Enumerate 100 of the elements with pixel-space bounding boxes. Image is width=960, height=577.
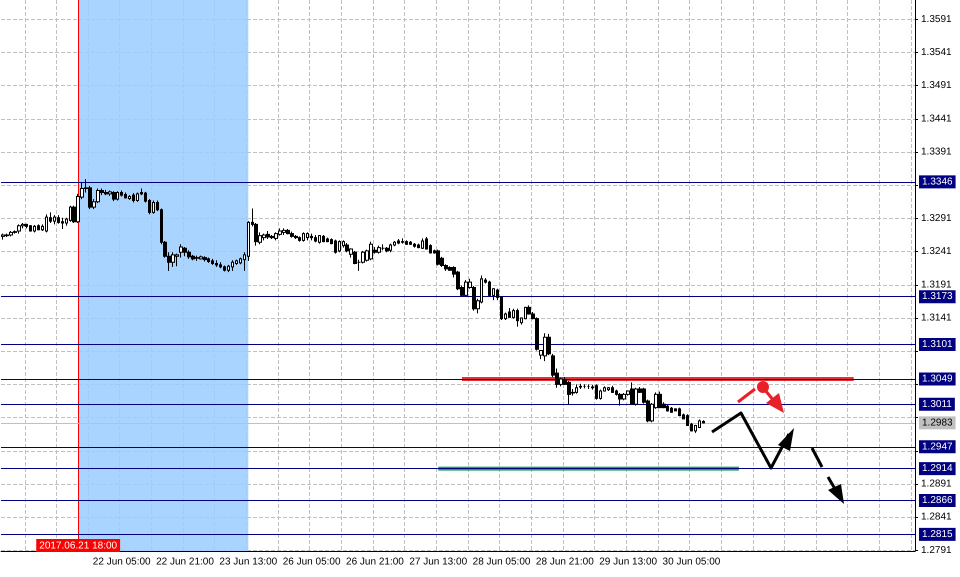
candlestick bbox=[33, 224, 36, 233]
candlestick bbox=[266, 230, 270, 240]
candlestick bbox=[342, 240, 345, 248]
candlestick bbox=[381, 244, 385, 251]
candlestick bbox=[278, 228, 282, 236]
candlestick bbox=[132, 192, 135, 203]
candlestick bbox=[338, 240, 341, 253]
candlestick bbox=[231, 260, 234, 272]
candlestick bbox=[25, 223, 28, 229]
candlestick bbox=[61, 217, 64, 230]
x-tick-label: 2017.06.21 18:00 bbox=[39, 540, 118, 552]
candlestick bbox=[116, 190, 119, 201]
y-tick-label: 1.3241 bbox=[921, 246, 952, 258]
candlestick bbox=[183, 246, 187, 257]
ref-line-label: 1.3011 bbox=[922, 398, 952, 410]
candlestick bbox=[389, 243, 392, 253]
y-tick-label: 1.3191 bbox=[921, 279, 952, 290]
candlestick bbox=[409, 240, 412, 246]
candlestick bbox=[136, 192, 139, 202]
candlestick bbox=[436, 249, 440, 266]
x-tick-label: 27 Jun 13:00 bbox=[409, 556, 468, 568]
candlestick bbox=[171, 252, 175, 268]
x-tick-label: 26 Jun 21:00 bbox=[346, 556, 404, 568]
candlestick bbox=[187, 250, 191, 260]
y-tick-label: 1.3141 bbox=[921, 312, 952, 324]
candlestick bbox=[314, 234, 317, 243]
candlestick bbox=[397, 238, 400, 245]
x-tick-label: 22 Jun 05:00 bbox=[92, 556, 152, 568]
y-tick-label: 1.3441 bbox=[921, 113, 952, 124]
candlestick bbox=[45, 214, 48, 233]
candlestick bbox=[124, 192, 127, 199]
candlestick bbox=[310, 233, 313, 241]
x-tick-label: 28 Jun 21:00 bbox=[536, 556, 594, 568]
candlestick bbox=[53, 214, 56, 225]
candlestick bbox=[207, 257, 210, 264]
candlestick bbox=[405, 240, 408, 246]
candlestick bbox=[630, 382, 634, 405]
candlestick bbox=[698, 419, 701, 429]
candlestick bbox=[385, 246, 389, 253]
y-tick-label: 1.2841 bbox=[921, 512, 952, 523]
candlestick bbox=[37, 224, 40, 231]
candlestick bbox=[195, 255, 199, 262]
candlestick bbox=[488, 280, 491, 298]
candlestick bbox=[516, 308, 519, 328]
candlestick bbox=[29, 224, 32, 232]
candlestick bbox=[543, 332, 547, 362]
candlestick bbox=[326, 237, 329, 243]
candlestick bbox=[290, 231, 294, 238]
ref-line-label: 1.2866 bbox=[922, 495, 954, 506]
candlestick bbox=[607, 386, 610, 392]
candlestick bbox=[203, 256, 207, 262]
ref-line-label: 1.3173 bbox=[922, 291, 954, 302]
y-tick-label: 1.3591 bbox=[921, 14, 952, 25]
candlestick bbox=[369, 241, 373, 261]
candlestick bbox=[274, 232, 278, 241]
y-tick-label: 1.3541 bbox=[921, 46, 952, 58]
y-tick-label: 1.3391 bbox=[921, 146, 952, 158]
x-tick-label: 22 Jun 21:00 bbox=[156, 556, 214, 568]
candlestick bbox=[377, 245, 381, 254]
candlestick bbox=[611, 385, 614, 394]
candlestick bbox=[579, 383, 582, 390]
candlestick bbox=[401, 238, 404, 244]
candlestick bbox=[318, 234, 321, 244]
candlestick bbox=[215, 260, 218, 268]
candlestick bbox=[211, 258, 214, 266]
candlestick bbox=[223, 265, 226, 272]
candlestick bbox=[464, 280, 468, 298]
candlestick bbox=[9, 230, 13, 237]
candlestick bbox=[334, 239, 337, 254]
candlestick bbox=[678, 407, 681, 417]
candlestick bbox=[262, 233, 266, 241]
candlestick bbox=[618, 392, 622, 406]
candlestick bbox=[527, 304, 531, 316]
y-tick-label: 1.2791 bbox=[921, 544, 952, 556]
candlestick bbox=[322, 234, 325, 243]
candlestick bbox=[286, 228, 290, 235]
candlestick bbox=[152, 200, 155, 214]
candlestick bbox=[270, 234, 274, 240]
y-tick-label: 1.3291 bbox=[921, 212, 952, 224]
candlestick bbox=[425, 236, 428, 250]
candlestick bbox=[69, 205, 72, 222]
candlestick bbox=[120, 190, 123, 197]
ref-line-label: 1.3346 bbox=[922, 176, 954, 188]
candlestick bbox=[658, 391, 662, 408]
candlestick bbox=[282, 228, 286, 236]
candlestick bbox=[104, 189, 108, 196]
candlestick bbox=[575, 384, 578, 394]
ref-line-label: 1.2914 bbox=[922, 463, 954, 474]
candlestick bbox=[17, 224, 21, 234]
candlestick bbox=[508, 308, 511, 318]
candlestick bbox=[5, 233, 9, 238]
ref-line-label: 1.2815 bbox=[922, 528, 954, 540]
candlestick bbox=[298, 236, 301, 242]
candlestick bbox=[227, 264, 230, 273]
candlestick bbox=[306, 232, 309, 241]
candlestick bbox=[595, 384, 598, 400]
candlestick bbox=[670, 406, 673, 414]
y-tick-label: 1.3491 bbox=[921, 80, 952, 92]
candlestick bbox=[1, 233, 5, 240]
x-tick-label: 29 Jun 13:00 bbox=[599, 556, 658, 568]
